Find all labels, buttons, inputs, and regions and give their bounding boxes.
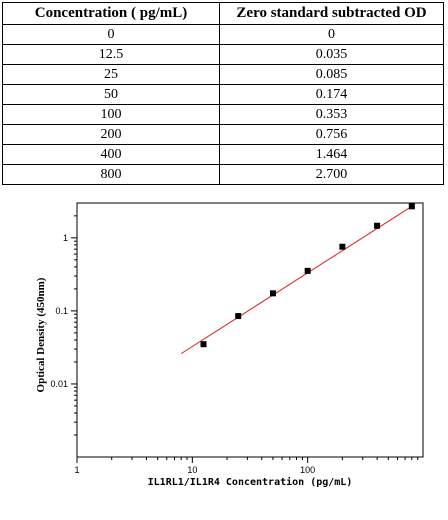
od-cell: 2.700 — [219, 164, 444, 185]
x-axis-label: IL1RL1/IL1R4 Concentration (pg/mL) — [148, 476, 353, 488]
data-point — [269, 290, 276, 297]
table-row: 800 2.700 — [2, 164, 444, 185]
concentration-cell: 0 — [2, 24, 220, 45]
concentration-cell: 12.5 — [2, 44, 220, 65]
od-cell: 0.085 — [219, 64, 444, 85]
table-row: 25 0.085 — [2, 64, 444, 85]
concentration-cell: 100 — [2, 104, 220, 125]
od-cell: 0.353 — [219, 104, 444, 125]
standard-curve-table: Concentration ( pg/mL) Zero standard sub… — [2, 2, 444, 185]
table-body: 0 0 12.5 0.035 25 0.085 50 0.174 100 0.353 200 0.75… — [2, 24, 444, 185]
data-point — [339, 243, 346, 250]
table-row: 200 0.756 — [2, 124, 444, 145]
axis-ticks: 1 10 100 0.01 0.1 1 — [50, 215, 419, 475]
data-point — [235, 313, 242, 320]
y-axis-label: Optical Density (450nm) — [35, 277, 47, 392]
od-cell: 0.756 — [219, 124, 444, 145]
x-tick-label: 10 — [187, 465, 197, 475]
x-tick-label: 100 — [300, 465, 315, 475]
table-row: 100 0.353 — [2, 104, 444, 125]
table-header-row: Concentration ( pg/mL) Zero standard sub… — [2, 2, 444, 25]
standard-curve-chart: 1 10 100 0.01 0.1 1 IL1RL1/IL1R4 Concentratio… — [35, 202, 424, 488]
table-row: 12.5 0.035 — [2, 44, 444, 65]
concentration-cell: 800 — [2, 164, 220, 185]
table-row: 50 0.174 — [2, 84, 444, 105]
concentration-header: Concentration ( pg/mL) — [2, 2, 220, 25]
plot-frame — [76, 202, 424, 458]
y-tick-label: 1 — [63, 233, 68, 243]
y-tick-label: 0.01 — [50, 379, 68, 389]
concentration-cell: 200 — [2, 124, 220, 145]
table-row: 400 1.464 — [2, 144, 444, 165]
concentration-cell: 25 — [2, 64, 220, 85]
data-point — [304, 267, 311, 274]
od-header: Zero standard subtracted OD — [219, 2, 444, 25]
concentration-cell: 400 — [2, 144, 220, 165]
fit-line — [180, 205, 413, 355]
od-cell: 0.035 — [219, 44, 444, 65]
x-tick-label: 1 — [74, 465, 79, 475]
data-point — [374, 222, 381, 229]
od-cell: 0 — [219, 24, 444, 45]
data-points — [200, 203, 415, 348]
od-cell: 1.464 — [219, 144, 444, 165]
od-cell: 0.174 — [219, 84, 444, 105]
y-tick-label: 0.1 — [55, 306, 68, 316]
data-point — [200, 341, 207, 348]
concentration-cell: 50 — [2, 84, 220, 105]
data-point — [408, 203, 415, 210]
